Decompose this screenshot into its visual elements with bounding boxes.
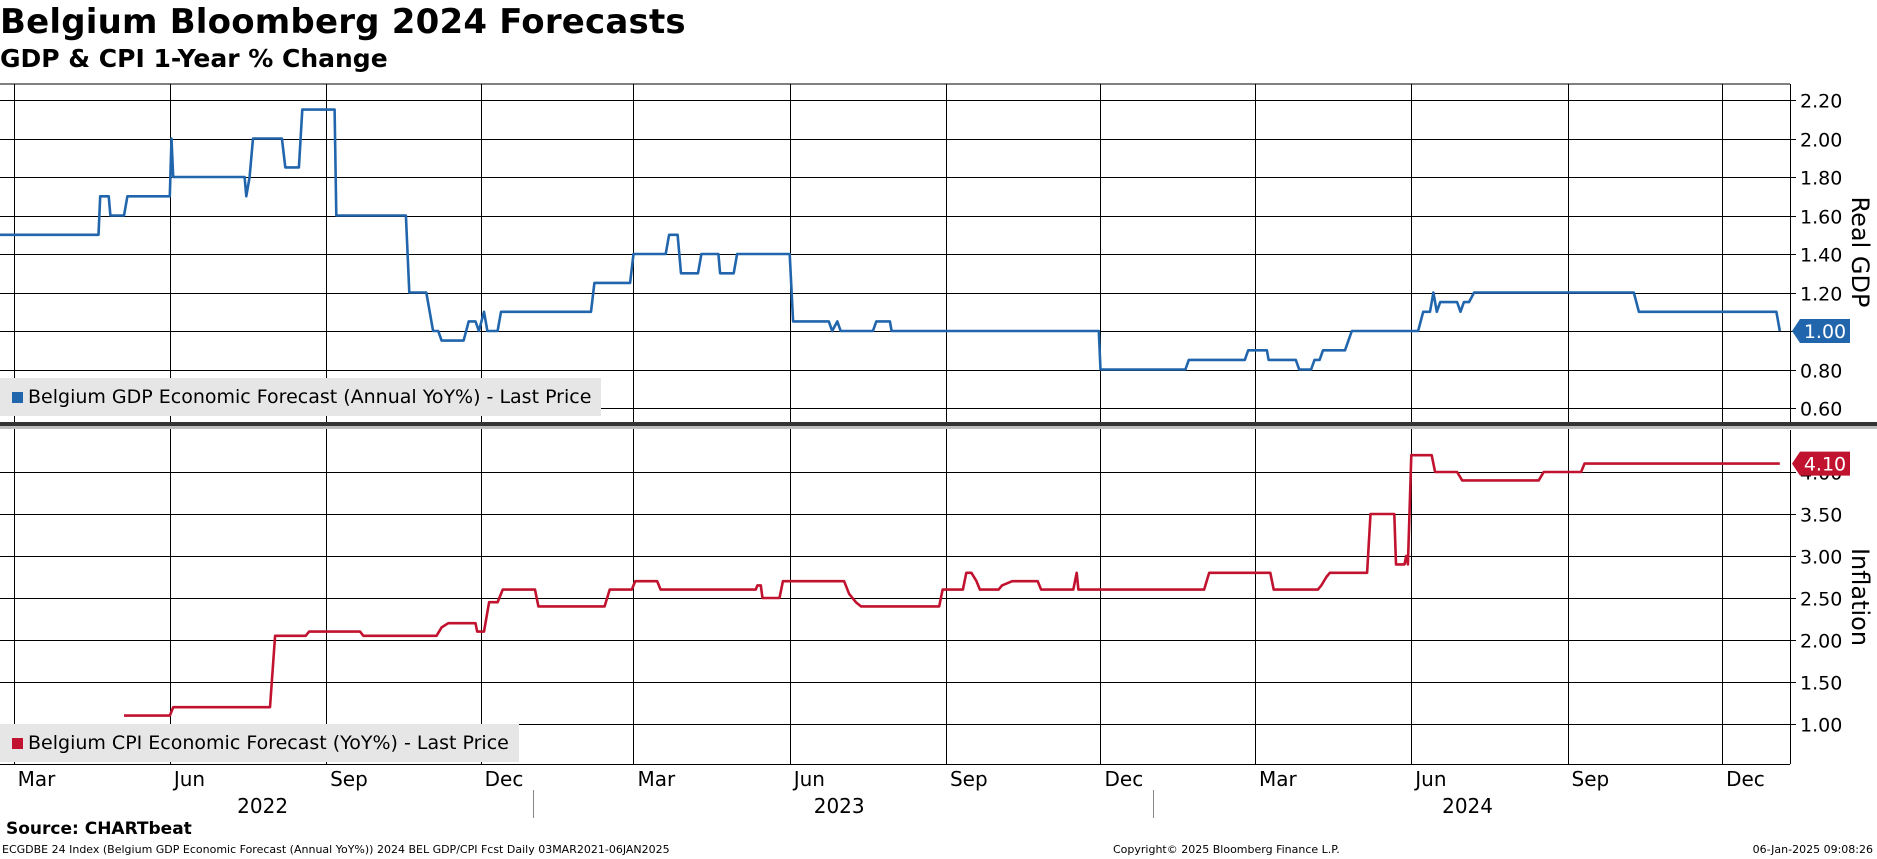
- y-tick-label: 2.20: [1800, 91, 1842, 113]
- y-axis-title: Real GDP: [1846, 197, 1874, 308]
- x-month-label: Sep: [1572, 767, 1610, 791]
- y-tick-label: 1.00: [1800, 715, 1842, 737]
- series-line-gdp: [0, 108, 1782, 371]
- y-tick-label: 3.50: [1800, 505, 1842, 527]
- y-tick-label: 1.50: [1800, 673, 1842, 695]
- x-month-label: Dec: [1104, 767, 1143, 791]
- legend-gdp: Belgium GDP Economic Forecast (Annual Yo…: [0, 378, 602, 416]
- series-line-cpi: [124, 453, 1780, 717]
- y-tick-label: 1.20: [1800, 284, 1842, 306]
- last-value-badge: [1792, 451, 1850, 476]
- last-value-badge: [1792, 319, 1850, 343]
- y-tick-label: 0.60: [1800, 399, 1842, 421]
- x-month-label: Mar: [1259, 767, 1298, 791]
- x-year-label: 2022: [237, 794, 288, 818]
- chart-subtitle: GDP & CPI 1-Year % Change: [0, 44, 388, 73]
- chart-title: Belgium Bloomberg 2024 Forecasts: [0, 2, 686, 42]
- y-tick-label: 1.60: [1800, 207, 1842, 229]
- y-tick-label: 2.50: [1800, 589, 1842, 611]
- x-month-label: Mar: [637, 767, 676, 791]
- x-month-label: Dec: [485, 767, 524, 791]
- footer-index-description: ECGDBE 24 Index (Belgium GDP Economic Fo…: [2, 843, 670, 856]
- y-tick-label: 2.00: [1800, 631, 1842, 653]
- x-month-label: Sep: [330, 767, 368, 791]
- y-axis-title: Inflation: [1846, 548, 1874, 646]
- y-tick-label: 1.40: [1800, 245, 1842, 267]
- legend-cpi-swatch: [12, 738, 23, 749]
- legend-cpi-label: Belgium CPI Economic Forecast (YoY%) - L…: [28, 732, 509, 754]
- y-tick-label: 1.80: [1800, 168, 1842, 190]
- x-month-label: Dec: [1726, 767, 1765, 791]
- x-month-label: Sep: [950, 767, 988, 791]
- x-year-label: 2023: [814, 794, 865, 818]
- legend-gdp-swatch: [12, 392, 23, 403]
- legend-gdp-label: Belgium GDP Economic Forecast (Annual Yo…: [28, 386, 592, 408]
- x-month-label: Jun: [792, 767, 825, 791]
- panel-divider-light: [0, 426, 1877, 429]
- y-tick-label: 3.00: [1800, 547, 1842, 569]
- x-month-label: Jun: [1413, 767, 1446, 791]
- y-tick-label: 2.00: [1800, 130, 1842, 152]
- legend-cpi: Belgium CPI Economic Forecast (YoY%) - L…: [0, 724, 519, 762]
- source-note: Source: CHARTbeat: [6, 819, 192, 839]
- last-value-label: 1.00: [1804, 321, 1846, 343]
- footer-copyright: Copyright© 2025 Bloomberg Finance L.P.: [1113, 843, 1340, 856]
- y-tick-label: 0.80: [1800, 361, 1842, 383]
- x-month-label: Jun: [172, 767, 205, 791]
- x-year-label: 2024: [1442, 794, 1493, 818]
- x-month-label: Mar: [18, 767, 57, 791]
- footer-timestamp: 06-Jan-2025 09:08:26: [1752, 843, 1873, 856]
- panel-divider-dark: [0, 422, 1877, 426]
- last-value-label: 4.10: [1804, 454, 1846, 476]
